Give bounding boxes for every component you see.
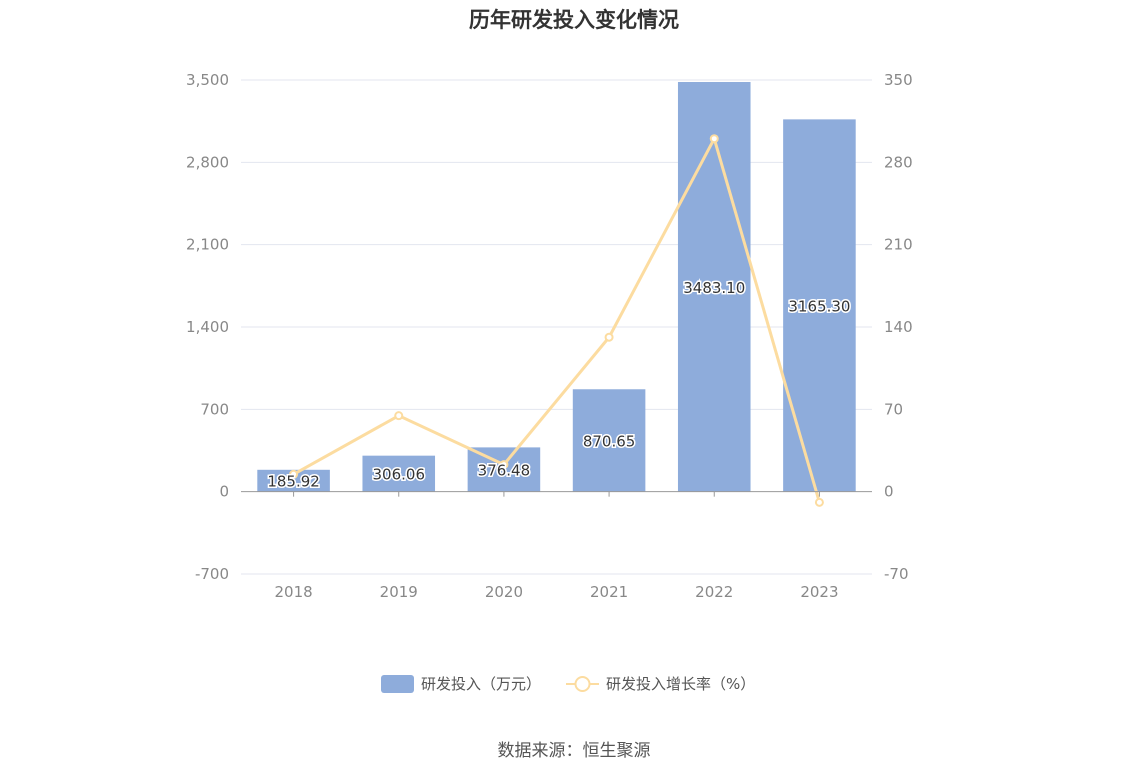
legend-line-marker [574,676,591,692]
right-tick-label: -70 [884,565,909,583]
bar-value-label: 870.65 [583,432,636,450]
left-tick-label: 1,400 [186,318,229,336]
right-tick-label: 210 [884,236,913,254]
right-tick-label: 70 [884,400,903,418]
legend-item-line[interactable]: 研发投入增长率（%） [566,675,755,693]
line-series [289,134,824,507]
legend-line-label: 研发投入增长率（%） [606,675,755,693]
bar-value-label: 185.92 [267,473,320,491]
growth-point [709,134,719,144]
bar [257,469,330,492]
chart-title: 历年研发投入变化情况 [469,8,679,32]
growth-line [292,134,821,503]
bar-series [257,81,856,492]
right-tick-label: 0 [884,483,894,501]
legend-bar-swatch [381,675,414,693]
growth-point [394,411,404,421]
legend: 研发投入（万元） 研发投入增长率（%） [381,675,755,693]
x-tick-label: 2020 [485,583,523,601]
bar-value-label: 3483.10 [683,279,745,297]
growth-point [289,469,299,479]
bar-value-label: 3165.30 [788,298,850,316]
left-tick-label: 2,100 [186,236,229,254]
growth-point [604,332,614,342]
x-tick-label: 2021 [590,583,628,601]
x-tick-label: 2022 [695,583,733,601]
right-tick-label: 140 [884,318,913,336]
x-tick-label: 2018 [274,583,312,601]
x-axis: 2018 2019 2020 2021 2022 2023 [241,491,872,601]
x-tick-label: 2023 [800,583,838,601]
bar [572,389,646,492]
bar-value-label: 376.48 [478,462,531,480]
legend-bar-label: 研发投入（万元） [421,675,541,693]
grid-lines [241,79,872,575]
bar-value-label: 306.06 [373,466,426,484]
left-tick-label: 3,500 [186,71,229,89]
left-tick-label: 0 [219,483,229,501]
left-tick-label: 700 [200,400,229,418]
left-tick-label: -700 [195,565,229,583]
growth-point [814,497,824,507]
right-tick-label: 350 [884,71,913,89]
right-y-axis: 350 280 210 140 70 0 -70 [884,71,913,583]
bar [362,455,436,492]
bar [783,119,856,492]
x-tick-label: 2019 [380,583,418,601]
bar [677,81,751,492]
legend-item-bar[interactable]: 研发投入（万元） [381,675,541,693]
left-y-axis: 3,500 2,800 2,100 1,400 700 0 -700 [186,71,229,583]
growth-point [499,460,509,470]
right-tick-label: 280 [884,153,913,171]
left-tick-label: 2,800 [186,153,229,171]
bar-labels: 185.92 306.06 376.48 870.65 3483.10 3165.30 [266,277,852,492]
data-source: 数据来源：恒生聚源 [497,741,651,761]
